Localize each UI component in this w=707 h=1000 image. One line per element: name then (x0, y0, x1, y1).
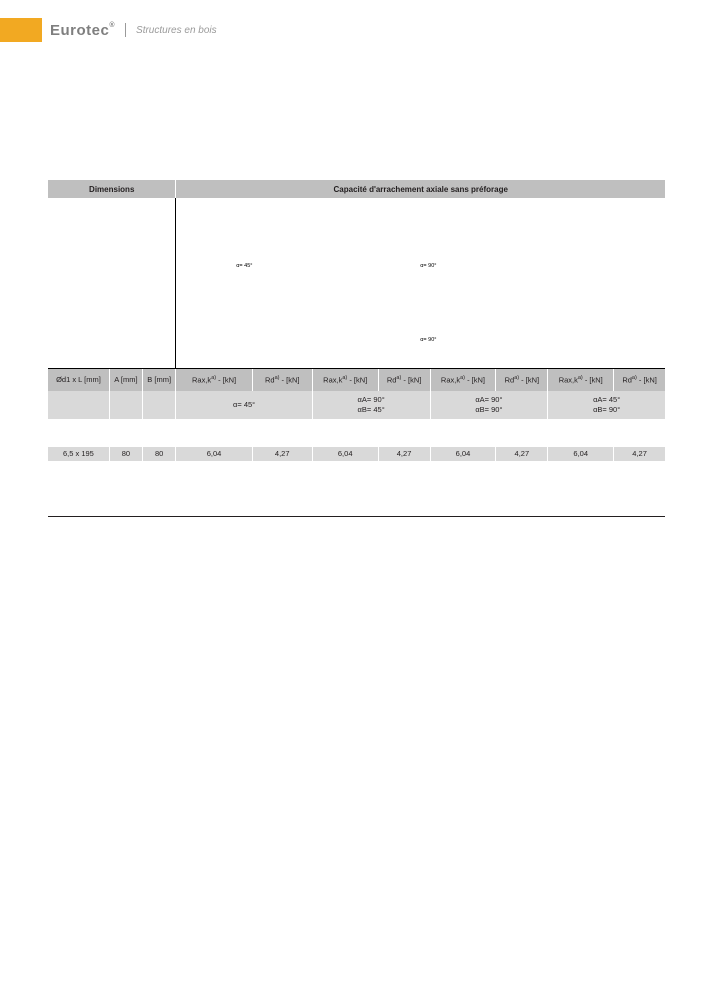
table-cell: 6,5 x 220 (48, 461, 109, 475)
table-cell: 4,53 (312, 433, 378, 447)
angle-blank-2 (109, 391, 142, 419)
footnote-a: a) Les valeurs de capacité portante sont… (48, 521, 665, 531)
table-cell: 3,20 (496, 433, 548, 447)
spec-table: Dimensions Capacité d'arrachement axiale… (48, 180, 665, 475)
footnote-b: Les valeurs caractéristiques doivent êtr… (48, 531, 665, 541)
table-cell: 4,53 (430, 433, 496, 447)
table-cell: 3,20 (614, 433, 665, 447)
angle-blank-3 (142, 391, 176, 419)
table-cell: 6,04 (430, 447, 496, 461)
angle-g4: αA= 45°αB= 90° (548, 391, 665, 419)
table-cell: 90 (142, 461, 176, 475)
table-cell: 80 (109, 447, 142, 461)
alpha-badge-45: α= 45° (234, 263, 254, 270)
table-cell: 60 (142, 433, 176, 447)
table-cell: 4,27 (614, 447, 665, 461)
alpha-badge-90b: α= 90° (418, 337, 438, 344)
table-cell: 6,04 (312, 447, 378, 461)
hdr-capacity: Capacité d'arrachement axiale sans préfo… (176, 180, 665, 198)
vh-rax-3: Rax,ka) - [kN] (430, 369, 496, 391)
table-cell: 2,72 (252, 419, 312, 433)
diagram-a90 (359, 208, 619, 358)
top-header-row: Dimensions Capacité d'arrachement axiale… (48, 180, 665, 198)
intro-text: EST – Topduo vis pour toiture, filetage … (48, 95, 665, 137)
angle-blank-1 (48, 391, 109, 419)
table-cell: 3,85 (430, 419, 496, 433)
table-cell: 3,20 (378, 433, 430, 447)
vh-rd-4: Rda) - [kN] (614, 369, 665, 391)
vh-rd-1: Rda) - [kN] (252, 369, 312, 391)
table-cell: 3,85 (312, 419, 378, 433)
vh-rax-1: Rax,ka) - [kN] (176, 369, 252, 391)
header-subtitle: Structures en bois (136, 25, 217, 36)
illustration-row: α= 45° α= 90° α= 90° (48, 198, 665, 368)
hdr-dimensions: Dimensions (48, 180, 176, 198)
table-cell: 4,80 (378, 461, 430, 475)
table-row: 6,5 x 16060604,533,204,533,204,533,204,5… (48, 433, 665, 447)
table-cell: 2,72 (378, 419, 430, 433)
table-cell: 2,72 (496, 419, 548, 433)
table-cell: 4,27 (378, 447, 430, 461)
table-cell: 6,79 (176, 461, 252, 475)
table-cell: 4,27 (252, 447, 312, 461)
table-cell: 80 (142, 447, 176, 461)
brand-text: Eurotec (50, 22, 109, 39)
vh-rax-2: Rax,ka) - [kN] (312, 369, 378, 391)
table-cell: 6,79 (312, 461, 378, 475)
table-cell: 4,80 (614, 461, 665, 475)
spec-table-wrap: Dimensions Capacité d'arrachement axiale… (48, 180, 665, 475)
intro-title: EST – Topduo vis pour toiture, filetage … (48, 95, 665, 109)
table-row: 6,5 x 19580806,044,276,044,276,044,276,0… (48, 447, 665, 461)
table-cell: 4,27 (496, 447, 548, 461)
table-cell: 90 (109, 461, 142, 475)
table-cell: 3,20 (252, 433, 312, 447)
illus-cell-1: α= 45° (176, 198, 312, 368)
table-cell: 3,85 (548, 419, 614, 433)
brand-logo: Eurotec® (50, 22, 115, 39)
table-cell: 6,04 (548, 447, 614, 461)
vh-dim: Ød1 x L [mm] (48, 369, 109, 391)
vh-rax-4: Rax,ka) - [kN] (548, 369, 614, 391)
table-cell: 60 (109, 433, 142, 447)
diagram-a45 (194, 208, 294, 358)
illus-dim-cell (48, 198, 176, 368)
footnote-rule (48, 516, 665, 517)
table-cell: 6,79 (548, 461, 614, 475)
page-header: Eurotec® Structures en bois (42, 18, 707, 42)
table-cell: 51 (142, 419, 176, 433)
table-cell: 6,5 x 160 (48, 433, 109, 447)
table-cell: 2,72 (614, 419, 665, 433)
table-cell: 6,5 x 120 (48, 419, 109, 433)
angle-g1: α= 45° (176, 391, 312, 419)
table-cell: 6,04 (176, 447, 252, 461)
vh-rd-3: Rda) - [kN] (496, 369, 548, 391)
illus-cell-2: α= 90° α= 90° (312, 198, 665, 368)
table-row: 6,5 x 22090906,794,806,794,806,794,806,7… (48, 461, 665, 475)
table-cell: 4,53 (548, 433, 614, 447)
intro-line2: Valeur de calcul (classe de service 1 et… (48, 126, 665, 137)
table-row: 6,5 x 12051513,852,723,852,723,852,723,8… (48, 419, 665, 433)
angle-g2: αA= 90°αB= 45° (312, 391, 430, 419)
table-cell: 51 (109, 419, 142, 433)
angle-row: α= 45° αA= 90°αB= 45° αA= 90°αB= 90° αA=… (48, 391, 665, 419)
table-cell: 6,5 x 195 (48, 447, 109, 461)
var-header-row: Ød1 x L [mm] A [mm] B [mm] Rax,ka) - [kN… (48, 369, 665, 391)
vh-a: A [mm] (109, 369, 142, 391)
angle-g3: αA= 90°αB= 90° (430, 391, 548, 419)
footnotes: a) Les valeurs de capacité portante sont… (48, 510, 665, 541)
data-body: 6,5 x 12051513,852,723,852,723,852,723,8… (48, 419, 665, 475)
page-accent-tab (0, 18, 42, 42)
dim-diagram (67, 207, 157, 357)
table-cell: 4,80 (496, 461, 548, 475)
table-cell: 4,53 (176, 433, 252, 447)
alpha-badge-90a: α= 90° (418, 263, 438, 270)
vh-rd-2: Rda) - [kN] (378, 369, 430, 391)
brand-registered: ® (109, 22, 115, 29)
table-cell: 3,85 (176, 419, 252, 433)
header-divider (125, 23, 126, 37)
vh-b: B [mm] (142, 369, 176, 391)
intro-line1: Capacité d'arrachement axiale caractéris… (48, 115, 665, 126)
table-cell: 6,79 (430, 461, 496, 475)
table-cell: 4,80 (252, 461, 312, 475)
